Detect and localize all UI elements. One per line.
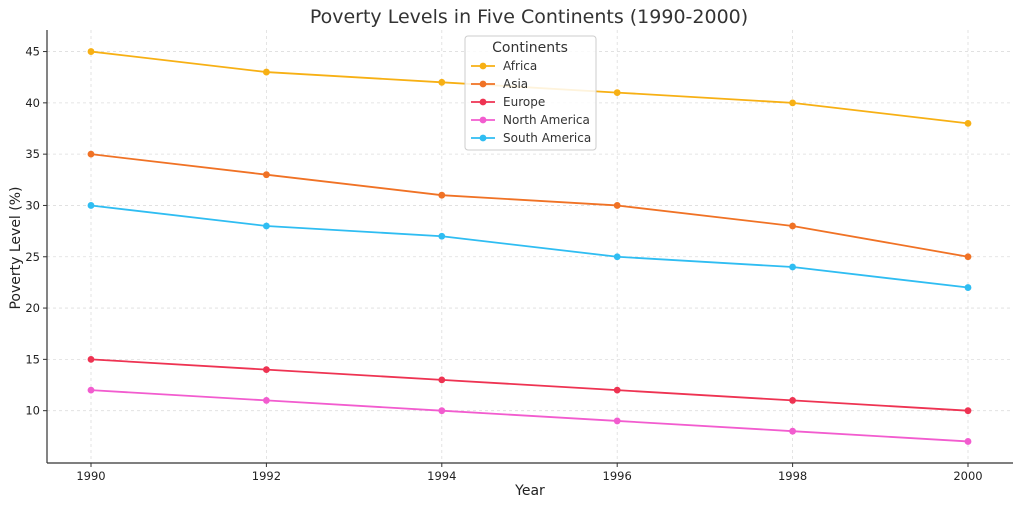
x-tick-label: 2000: [953, 469, 982, 483]
chart-title: Poverty Levels in Five Continents (1990-…: [310, 6, 748, 28]
legend-label: Europe: [503, 95, 545, 109]
data-point-asia: [613, 202, 621, 209]
y-tick-label: 40: [25, 96, 40, 110]
data-point-north-america: [789, 427, 796, 435]
legend-label: Africa: [503, 59, 537, 73]
x-tick-label: 1994: [427, 469, 456, 483]
data-point-asia: [438, 191, 446, 199]
data-point-asia: [964, 253, 972, 261]
data-point-asia: [87, 150, 95, 158]
data-point-north-america: [438, 407, 446, 415]
series-south-america: [87, 202, 972, 291]
series-line-europe: [90, 358, 969, 412]
data-point-africa: [263, 68, 270, 76]
data-point-europe: [964, 407, 972, 415]
series-line-north-america: [90, 389, 969, 443]
data-point-africa: [438, 78, 446, 86]
y-tick-label: 30: [25, 198, 40, 212]
y-tick-label: 20: [25, 301, 40, 315]
legend-item-africa: Africa: [471, 59, 537, 73]
x-axis-label: Year: [514, 483, 545, 499]
legend-label: Asia: [503, 77, 528, 91]
legend-item-europe: Europe: [471, 95, 545, 109]
data-point-south-america: [964, 284, 972, 291]
data-point-europe: [789, 397, 796, 404]
legend-swatch-marker: [479, 80, 487, 88]
data-point-africa: [789, 99, 796, 107]
data-point-europe: [87, 355, 95, 363]
data-point-africa: [613, 89, 621, 96]
data-point-africa: [964, 119, 972, 127]
y-tick-label: 15: [25, 352, 40, 366]
series-line-asia: [90, 153, 969, 258]
y-tick-label: 25: [25, 250, 40, 264]
y-axis-label: Poverty Level (%): [8, 186, 24, 309]
legend-item-south-america: South America: [471, 131, 591, 145]
legend-item-north-america: North America: [471, 113, 590, 127]
series-lines: [87, 48, 972, 445]
legend-box: [464, 35, 597, 151]
legend-swatch-marker: [479, 116, 487, 124]
legend-swatch-marker: [479, 62, 487, 70]
data-point-asia: [263, 171, 270, 179]
x-tick-label: 1990: [76, 469, 105, 483]
legend-swatch-marker: [479, 98, 487, 106]
y-tick-label: 35: [25, 147, 40, 161]
legend-label: South America: [503, 131, 591, 145]
x-tick-label: 1998: [778, 469, 807, 483]
legend-swatch-marker: [479, 134, 487, 142]
legend-title: Continents: [492, 40, 568, 56]
data-point-north-america: [613, 417, 621, 425]
data-point-europe: [438, 376, 446, 384]
y-tick-label: 10: [25, 404, 40, 418]
data-point-south-america: [263, 222, 270, 230]
data-point-south-america: [87, 202, 95, 209]
x-tick-label: 1992: [252, 469, 281, 483]
data-point-south-america: [438, 232, 446, 240]
series-asia: [87, 150, 972, 261]
legend-item-asia: Asia: [471, 77, 528, 91]
data-point-europe: [613, 386, 621, 394]
data-point-south-america: [789, 263, 796, 271]
data-point-south-america: [613, 253, 621, 261]
data-point-europe: [263, 366, 270, 374]
data-point-asia: [789, 222, 796, 230]
axes: [43, 30, 1013, 467]
series-north-america: [87, 386, 972, 445]
series-line-south-america: [90, 204, 969, 289]
tick-labels: 1990 1992 1994 1996 1998 2000 10 15 20 25 30 35 40 45: [25, 45, 982, 483]
legend-label: North America: [503, 113, 590, 127]
y-tick-label: 45: [25, 45, 40, 59]
series-europe: [87, 355, 972, 415]
data-point-north-america: [964, 438, 972, 445]
data-point-north-america: [87, 386, 95, 394]
legend-items: Africa Asia Europe North America South Ameri…: [471, 59, 591, 145]
x-tick-label: 1996: [603, 469, 632, 483]
legend: Continents Africa Asia Europe North America…: [464, 35, 597, 151]
data-point-north-america: [263, 397, 270, 404]
data-point-africa: [87, 48, 95, 55]
